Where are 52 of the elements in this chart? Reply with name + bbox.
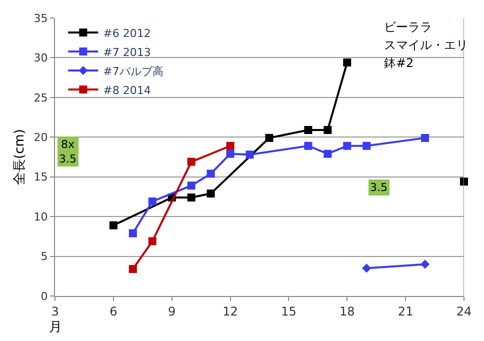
point [148, 237, 156, 246]
annotation: 8x 3.5 [59, 138, 76, 166]
annotation: スマイル・エリ [384, 38, 468, 52]
y-tick-label: 0 [40, 290, 48, 303]
y-tick-label: 5 [40, 250, 48, 264]
x-tick-label: 3 [51, 304, 59, 318]
point [362, 142, 371, 150]
point [226, 142, 234, 150]
point [187, 158, 196, 166]
y-axis-title: 全長(cm) [12, 129, 28, 185]
x-tick-label: 15 [281, 304, 296, 318]
y-tick-label: 25 [34, 91, 48, 104]
point [420, 260, 430, 269]
point [226, 150, 234, 158]
legend-label: #7バルブ高 [103, 64, 164, 78]
x-tick-label: 21 [398, 304, 414, 318]
point [206, 170, 215, 178]
point [206, 190, 215, 198]
point [246, 150, 254, 159]
point [187, 182, 196, 190]
point [109, 221, 118, 230]
x-tick-label: 6 [110, 304, 118, 318]
point [265, 134, 274, 142]
point [460, 178, 468, 186]
point [324, 126, 332, 134]
x-tick-label: 24 [456, 304, 472, 318]
point [187, 194, 196, 202]
point [343, 58, 352, 66]
point [148, 197, 156, 206]
x-tick-label: 18 [340, 304, 355, 318]
annotation: 3.5 [370, 181, 388, 194]
annotation: ビーララ [384, 20, 432, 34]
point [304, 142, 312, 150]
y-tick-label: 20 [34, 130, 48, 144]
y-tick-label: 10 [34, 210, 48, 224]
x-tick-label: 9 [168, 304, 176, 318]
x-tick-label: 12 [222, 304, 238, 318]
annotation: 鉢#2 [384, 56, 414, 70]
legend-label: #7 2013 [103, 46, 151, 59]
x-axis-title: 月 [49, 320, 62, 335]
point [128, 229, 137, 238]
point [421, 134, 430, 142]
y-tick-label: 30 [34, 52, 48, 65]
point [128, 264, 137, 273]
y-tick-label: 15 [34, 170, 48, 184]
point [362, 264, 372, 273]
point [343, 142, 352, 150]
y-tick-label: 35 [34, 12, 48, 25]
point [304, 126, 312, 134]
point [324, 150, 332, 158]
legend-label: #6 2012 [103, 26, 151, 40]
legend-label: #8 2014 [103, 84, 151, 97]
